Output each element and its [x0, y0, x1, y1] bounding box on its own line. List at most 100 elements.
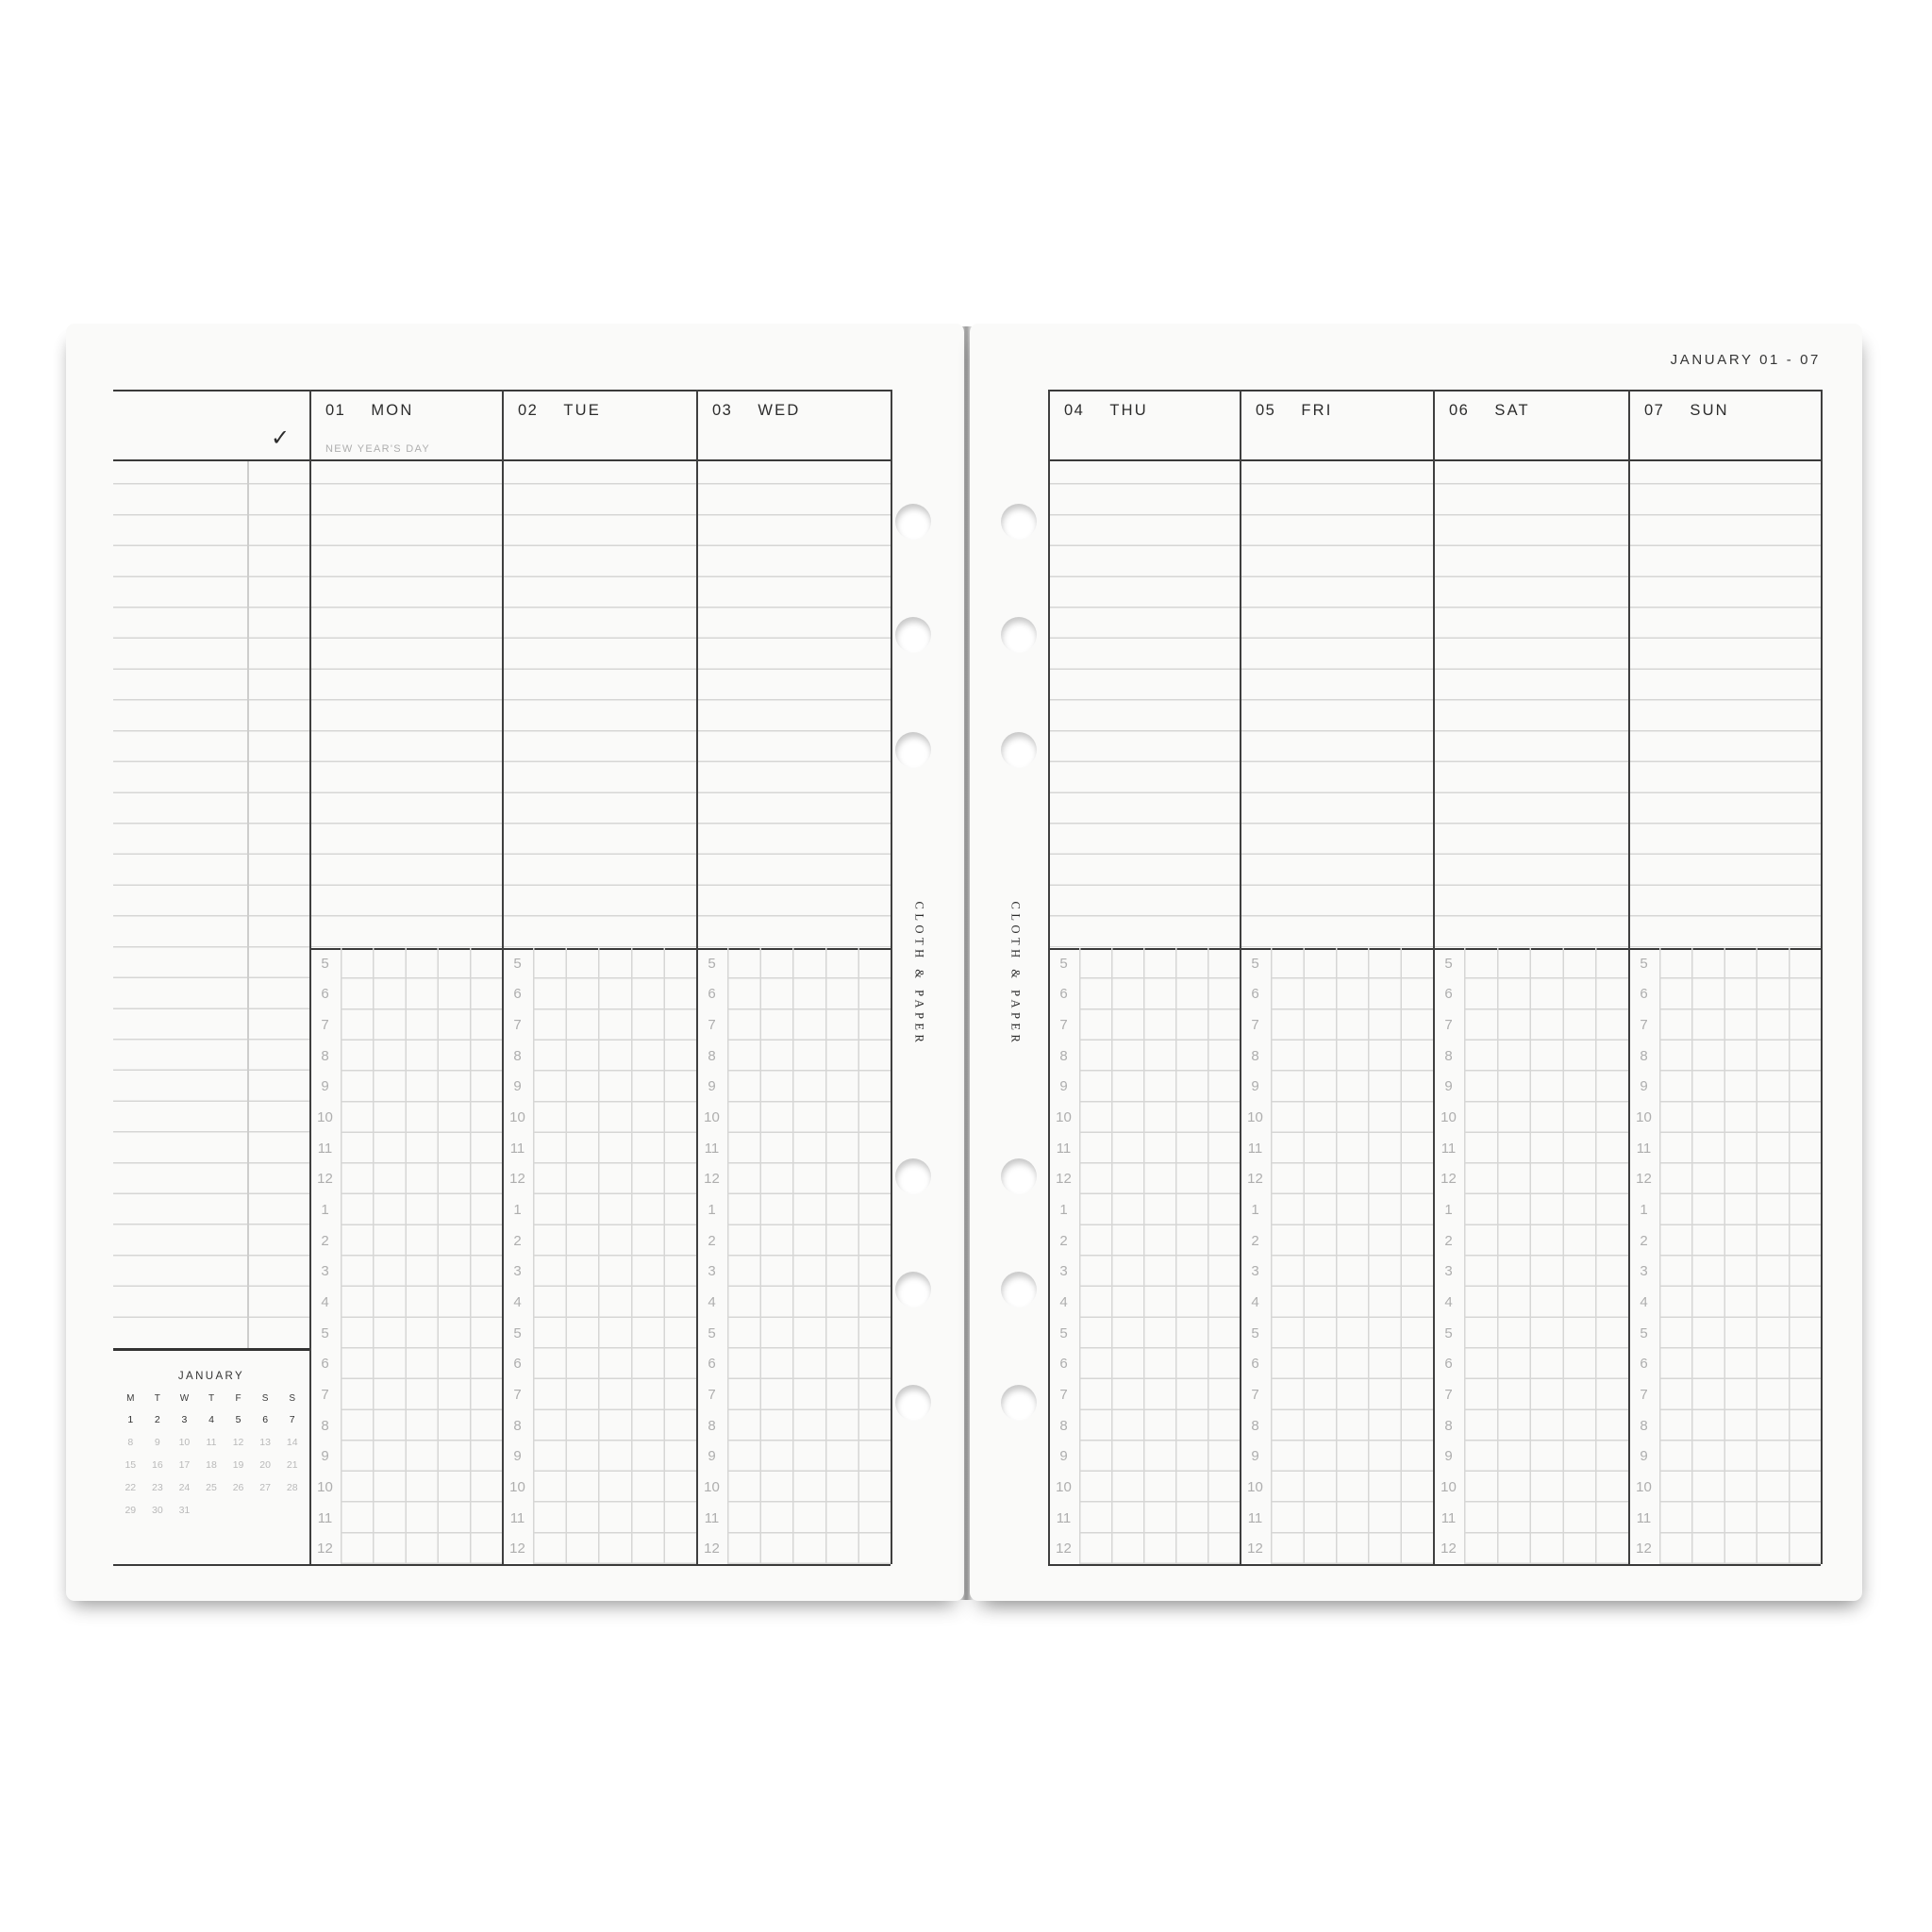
- time-label: 11: [317, 1509, 333, 1526]
- column-border-line: [1048, 390, 1050, 1564]
- time-label: 10: [509, 1109, 525, 1126]
- border-line: [113, 1348, 309, 1351]
- day-number: 07: [1644, 402, 1665, 419]
- time-label: 9: [1640, 1078, 1648, 1095]
- day-header-fri: 05 FRI: [1241, 390, 1431, 459]
- time-label: 6: [1059, 986, 1068, 1003]
- time-grid: [1464, 948, 1628, 1564]
- day-header-sun: 07 SUN: [1630, 390, 1819, 459]
- calendar-weekday-header: M: [126, 1392, 135, 1404]
- time-label: 2: [1059, 1232, 1068, 1249]
- time-label: 10: [704, 1109, 720, 1126]
- time-label: 2: [321, 1232, 329, 1249]
- time-grid: [1659, 948, 1821, 1564]
- time-label: 10: [317, 1478, 333, 1495]
- time-label: 4: [513, 1294, 522, 1311]
- time-label: 8: [1444, 1417, 1453, 1434]
- time-label: 5: [1251, 1324, 1259, 1341]
- calendar-day: 10: [178, 1437, 191, 1448]
- day-header-wed: 03 WED: [698, 390, 889, 459]
- time-label: 4: [1059, 1294, 1068, 1311]
- time-label: 3: [1251, 1263, 1259, 1280]
- calendar-weekday-header: S: [289, 1392, 296, 1404]
- time-label: 7: [1059, 1017, 1068, 1034]
- ruled-notes-area: [113, 461, 309, 1347]
- time-label: 9: [321, 1078, 329, 1095]
- calendar-day: 30: [152, 1505, 163, 1516]
- calendar-day: 23: [152, 1482, 163, 1493]
- day-header-thu: 04 THU: [1050, 390, 1238, 459]
- day-number: 04: [1064, 402, 1085, 419]
- binder-hole: [895, 617, 931, 653]
- time-label-column: 5 6 7 8 9 10 11 12 1 2 3 4 5 6 7 8 9 10 11 12: [309, 948, 341, 1564]
- time-label: 8: [1059, 1417, 1068, 1434]
- time-grid: [727, 948, 891, 1564]
- time-label: 5: [1059, 1324, 1068, 1341]
- time-label: 3: [321, 1263, 329, 1280]
- mini-calendar-title: JANUARY: [177, 1371, 245, 1382]
- time-label: 9: [1059, 1078, 1068, 1095]
- calendar-day: 1: [127, 1414, 134, 1425]
- time-label: 11: [1247, 1509, 1263, 1526]
- calendar-day: [278, 1499, 306, 1522]
- time-label: 7: [1640, 1387, 1648, 1404]
- calendar-day: 21: [286, 1459, 298, 1471]
- day-number: 03: [712, 402, 733, 419]
- time-label: 8: [321, 1417, 329, 1434]
- time-label: 3: [513, 1263, 522, 1280]
- time-label: 5: [708, 1324, 716, 1341]
- time-label: 8: [513, 1417, 522, 1434]
- time-label: 5: [513, 1324, 522, 1341]
- time-label: 9: [1251, 1448, 1259, 1465]
- time-label-column: 5 6 7 8 9 10 11 12 1 2 3 4 5 6 7 8 9 10 11 12: [1240, 948, 1271, 1564]
- time-label: 7: [708, 1387, 716, 1404]
- calendar-day: 4: [208, 1414, 214, 1425]
- time-label: 8: [1444, 1047, 1453, 1064]
- week-range-label: JANUARY 01 - 07: [1670, 352, 1821, 368]
- calendar-day: 26: [232, 1482, 244, 1493]
- calendar-weekday-header: S: [261, 1392, 269, 1404]
- column-border-line: [891, 390, 892, 1564]
- time-label: 2: [1640, 1232, 1648, 1249]
- checkmark-glyph: ✓: [270, 425, 291, 451]
- time-label: 12: [1636, 1171, 1652, 1188]
- time-label: 9: [708, 1078, 716, 1095]
- time-grid: [1079, 948, 1240, 1564]
- time-label: 7: [1444, 1017, 1453, 1034]
- time-label: 8: [1640, 1417, 1648, 1434]
- time-label: 10: [1441, 1109, 1457, 1126]
- time-label: 6: [513, 1356, 522, 1373]
- binder-hole: [1001, 732, 1037, 768]
- time-label-column: 5 6 7 8 9 10 11 12 1 2 3 4 5 6 7 8 9 10 11 12: [1048, 948, 1079, 1564]
- time-label: 7: [1444, 1387, 1453, 1404]
- column-border-line: [1433, 390, 1435, 1564]
- mini-calendar: JANUARY M T W T F S S 1 2 3 4 5 6 7 8 9 10 11 12 13 14 15 16 17…: [117, 1365, 306, 1522]
- time-label: 12: [1247, 1171, 1263, 1188]
- time-label: 7: [708, 1017, 716, 1034]
- time-label: 3: [1444, 1263, 1453, 1280]
- calendar-day: 29: [125, 1505, 137, 1516]
- day-name: THU: [1109, 402, 1148, 419]
- time-label: 6: [1251, 986, 1259, 1003]
- time-label: 6: [321, 1356, 329, 1373]
- holiday-label: NEW YEAR'S DAY: [325, 443, 430, 455]
- calendar-day: 6: [262, 1414, 269, 1425]
- day-name: TUE: [563, 402, 601, 419]
- calendar-day: 16: [152, 1459, 163, 1471]
- calendar-day: 7: [289, 1414, 295, 1425]
- time-label: 11: [704, 1509, 720, 1526]
- time-label: 1: [1059, 1202, 1068, 1219]
- time-label: 7: [1251, 1387, 1259, 1404]
- time-label-column: 5 6 7 8 9 10 11 12 1 2 3 4 5 6 7 8 9 10 11 12: [696, 948, 727, 1564]
- calendar-day: 31: [178, 1505, 191, 1516]
- time-label: 2: [1251, 1232, 1259, 1249]
- calendar-day: 12: [232, 1437, 244, 1448]
- time-label: 5: [708, 955, 716, 972]
- time-label: 7: [513, 1017, 522, 1034]
- time-label: 12: [1056, 1171, 1072, 1188]
- column-border-line: [1240, 390, 1241, 1564]
- time-label: 11: [704, 1140, 720, 1157]
- time-label: 4: [1640, 1294, 1648, 1311]
- time-label: 5: [513, 955, 522, 972]
